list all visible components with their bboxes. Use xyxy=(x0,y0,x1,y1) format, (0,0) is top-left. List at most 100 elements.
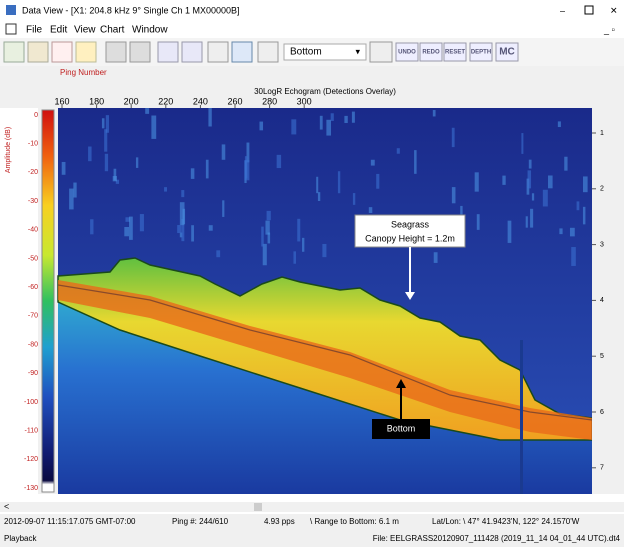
chart-title: 30LogR Echogram (Detections Overlay) xyxy=(254,87,396,96)
speckle xyxy=(216,250,220,257)
echogram xyxy=(58,108,592,494)
speckle xyxy=(291,119,296,134)
speckle xyxy=(88,147,91,162)
speckle xyxy=(209,225,213,231)
tool-button[interactable] xyxy=(106,42,126,62)
speckle xyxy=(353,193,355,205)
speckle xyxy=(206,160,209,179)
speckle xyxy=(293,251,296,263)
annotation-text: Canopy Height = 1.2m xyxy=(365,233,455,243)
depth-tick-label: 3 xyxy=(600,241,604,248)
speckle xyxy=(397,148,400,154)
x-tick-label: 200 xyxy=(124,96,139,106)
app-icon xyxy=(6,5,16,15)
colorbar-tick-label: -120 xyxy=(24,456,38,463)
speckle xyxy=(222,144,226,159)
speckle xyxy=(263,244,267,265)
dropdown-value: Bottom xyxy=(290,47,322,58)
colorbar-tick-label: -90 xyxy=(28,370,38,377)
speckle xyxy=(129,217,133,240)
speckle xyxy=(124,227,129,236)
speckle xyxy=(191,225,194,241)
speckle xyxy=(521,133,523,154)
window: Data View - [X1: 204.8 kHz 9° Single Ch … xyxy=(0,0,624,547)
speckle xyxy=(90,219,93,234)
x-tick-label: 220 xyxy=(158,96,173,106)
status-time: 2012-09-07 11:15:17.075 GMT-07:00 xyxy=(4,517,136,526)
ping-label: Ping Number xyxy=(60,68,107,77)
close-button[interactable]: ✕ xyxy=(610,5,618,15)
colorbar-tick-label: 0 xyxy=(34,112,38,119)
status-rate: 4.93 pps xyxy=(264,517,295,526)
speckle xyxy=(164,187,167,191)
speckle xyxy=(136,157,138,168)
annotation-bottom: Bottom xyxy=(387,423,416,433)
colorbar-tick-label: -100 xyxy=(24,399,38,406)
tool-button[interactable] xyxy=(182,42,202,62)
speckle xyxy=(371,160,375,166)
status-ping: Ping #: 244/610 xyxy=(172,517,229,526)
speckle xyxy=(322,244,326,257)
tool-button[interactable] xyxy=(158,42,178,62)
tool-button-label: UNDO xyxy=(398,50,416,56)
speckle xyxy=(352,112,355,123)
speckle xyxy=(559,228,562,234)
menu-item[interactable]: Edit xyxy=(50,25,67,36)
depth-tick-label: 4 xyxy=(600,297,604,304)
speckle xyxy=(267,211,271,220)
mdi-controls[interactable]: _ ▫ xyxy=(603,24,615,34)
speckle xyxy=(113,176,117,181)
menu-item[interactable]: Window xyxy=(132,25,168,36)
tool-button[interactable] xyxy=(370,42,392,62)
speckle xyxy=(414,150,417,174)
depth-tick-label: 6 xyxy=(600,409,604,416)
scrollbar[interactable] xyxy=(0,502,624,512)
colorbar-tick-label: -30 xyxy=(28,198,38,205)
speckle xyxy=(191,168,195,179)
tool-button[interactable] xyxy=(258,42,278,62)
speckle xyxy=(326,120,331,136)
x-tick-label: 260 xyxy=(227,96,242,106)
speckle xyxy=(571,247,576,266)
tool-button[interactable] xyxy=(52,42,72,62)
colorbar xyxy=(42,110,54,492)
speckle xyxy=(460,206,462,214)
speckle xyxy=(475,172,479,191)
speckle xyxy=(530,209,533,228)
menu-item[interactable]: Chart xyxy=(100,25,125,36)
tool-button[interactable] xyxy=(130,42,150,62)
colorbar-tick-label: -40 xyxy=(28,227,38,234)
status-mode: Playback xyxy=(4,534,37,543)
scroll-left[interactable]: < xyxy=(4,501,9,511)
speckle xyxy=(140,214,144,231)
tool-button[interactable] xyxy=(208,42,228,62)
speckle xyxy=(259,122,263,131)
speckle xyxy=(331,113,334,121)
speckle xyxy=(180,202,185,225)
speckle xyxy=(434,252,438,263)
menu-item[interactable]: View xyxy=(74,25,96,36)
menu-item[interactable]: File xyxy=(26,25,43,36)
artifact xyxy=(520,340,523,494)
speckle xyxy=(302,238,304,252)
depth-axis-panel xyxy=(592,108,624,494)
speckle xyxy=(151,116,156,139)
window-title: Data View - [X1: 204.8 kHz 9° Single Ch … xyxy=(22,5,240,15)
status-latlon: Lat/Lon: \ 47° 41.9423'N, 122° 24.1570'W xyxy=(432,517,580,526)
tool-button-label: MC xyxy=(499,47,515,58)
speckle xyxy=(222,200,224,217)
minimize-button[interactable]: – xyxy=(560,5,565,15)
tool-button[interactable] xyxy=(232,42,252,62)
dropdown-arrow: ▾ xyxy=(355,46,360,56)
tool-button[interactable] xyxy=(76,42,96,62)
speckle xyxy=(344,116,347,123)
scroll-thumb[interactable] xyxy=(254,503,262,511)
tool-button[interactable] xyxy=(28,42,48,62)
tool-button-label: REDO xyxy=(422,50,440,56)
colorbar-tick-label: -110 xyxy=(25,427,39,434)
speckle xyxy=(433,110,436,116)
speckle xyxy=(338,171,340,193)
tool-button[interactable] xyxy=(4,42,24,62)
speckle xyxy=(102,118,105,128)
speckle xyxy=(177,225,181,233)
